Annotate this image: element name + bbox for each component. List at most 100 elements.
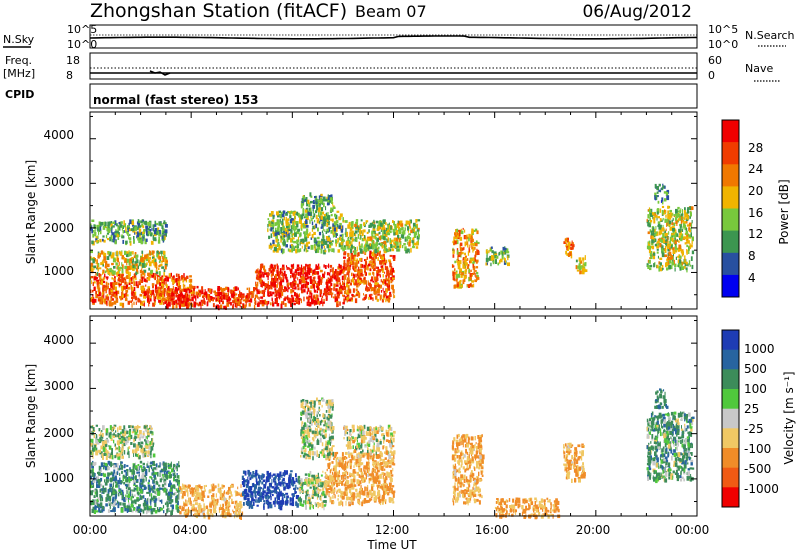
scatter-cell — [299, 271, 303, 275]
scatter-cell — [584, 255, 586, 260]
scatter-cell — [417, 227, 420, 231]
scatter-cell — [299, 274, 302, 278]
scatter-cell — [391, 248, 395, 252]
scatter-cell — [415, 219, 418, 223]
scatter-cell — [287, 229, 289, 232]
scatter-cell — [359, 248, 363, 252]
scatter-cell — [664, 236, 667, 239]
scatter-cell — [144, 220, 148, 226]
scatter-cell — [385, 248, 388, 253]
scatter-cell — [309, 211, 313, 216]
scatter-cell — [152, 453, 156, 458]
scatter-cell — [312, 269, 316, 275]
scatter-cell — [377, 284, 380, 289]
scatter-cell — [200, 496, 204, 501]
scatter-cell — [337, 266, 340, 270]
scatter-cell — [103, 473, 107, 478]
scatter-cell — [124, 250, 127, 256]
scatter-cell — [293, 302, 296, 306]
scatter-cell — [108, 221, 111, 226]
scatter-cell — [127, 471, 129, 476]
scatter-cell — [137, 508, 140, 513]
scatter-cell — [169, 288, 173, 292]
scatter-cell — [315, 217, 318, 220]
scatter-cell — [655, 195, 658, 197]
scatter-cell — [664, 230, 666, 234]
scatter-cell — [184, 277, 187, 281]
scatter-cell — [171, 504, 174, 510]
scatter-cell — [268, 291, 272, 294]
scatter-cell — [391, 225, 393, 230]
scatter-cell — [309, 231, 311, 236]
scatter-cell — [473, 265, 476, 270]
scatter-cell — [309, 219, 311, 224]
scatter-cell — [255, 287, 257, 292]
scatter-cell — [139, 488, 143, 494]
scatter-cell — [235, 491, 238, 496]
scatter-cell — [105, 276, 109, 279]
scatter-cell — [683, 236, 687, 240]
scatter-cell — [231, 293, 235, 298]
scatter-cell — [292, 221, 295, 226]
scatter-cell — [98, 433, 101, 437]
scatter-cell — [187, 304, 190, 309]
scatter-cell — [273, 232, 276, 237]
scatter-cell — [96, 286, 98, 290]
scatter-cell — [124, 281, 127, 285]
scatter-cell — [472, 272, 475, 275]
scatter-cell — [307, 269, 310, 275]
scatter-cell — [296, 283, 300, 288]
scatter-cell — [661, 197, 664, 202]
scatter-cell — [147, 255, 149, 260]
scatter-cell — [292, 237, 295, 240]
scatter-cell — [310, 237, 313, 240]
scatter-cell — [396, 245, 400, 248]
scatter-cell — [141, 289, 143, 293]
scatter-cell — [466, 284, 468, 287]
scatter-cell — [659, 242, 662, 248]
scatter-cell — [365, 294, 368, 299]
scatter-cell — [153, 467, 157, 470]
scatter-cell — [351, 237, 354, 242]
scatter-cell — [382, 261, 384, 266]
scatter-cell — [238, 294, 240, 298]
scatter-cell — [105, 455, 108, 460]
scatter-cell — [107, 453, 110, 457]
scatter-cell — [167, 288, 169, 291]
scatter-cell — [225, 286, 228, 290]
scatter-cell — [491, 250, 494, 254]
scatter-cell — [313, 237, 317, 243]
scatter-cell — [157, 291, 159, 296]
scatter-cell — [566, 243, 568, 247]
scatter-cell — [330, 243, 333, 246]
scatter-cell — [302, 207, 304, 212]
scatter-cell — [114, 276, 116, 279]
scatter-cell — [476, 251, 480, 255]
scatter-cell — [141, 250, 144, 254]
scatter-cell — [340, 269, 343, 274]
scatter-cell — [674, 232, 677, 237]
power-panel: 4000 3000 2000 1000 Slant Range [km] — [24, 111, 698, 311]
scatter-cell — [163, 478, 167, 483]
scatter-cell — [379, 260, 382, 265]
velocity-panel: 4000 3000 2000 1000 Slant Range [km] — [24, 315, 698, 520]
scatter-cell — [328, 241, 331, 245]
scatter-cell — [106, 302, 108, 307]
scatter-cell — [469, 260, 471, 264]
scatter-cell — [370, 225, 373, 228]
scatter-cell — [122, 264, 124, 269]
scatter-cell — [287, 230, 289, 234]
scatter-cell — [289, 244, 292, 249]
scatter-cell — [126, 260, 128, 266]
scatter-cell — [378, 242, 381, 245]
scatter-cell — [294, 211, 297, 214]
scatter-cell — [138, 426, 141, 429]
scatter-cell — [109, 505, 111, 509]
scatter-cell — [163, 301, 165, 305]
scatter-cell — [99, 440, 102, 444]
scatter-cell — [366, 286, 369, 291]
scatter-cell — [253, 287, 256, 292]
scatter-cell — [110, 254, 114, 259]
scatter-cell — [300, 201, 304, 206]
scatter-cell — [460, 254, 462, 258]
